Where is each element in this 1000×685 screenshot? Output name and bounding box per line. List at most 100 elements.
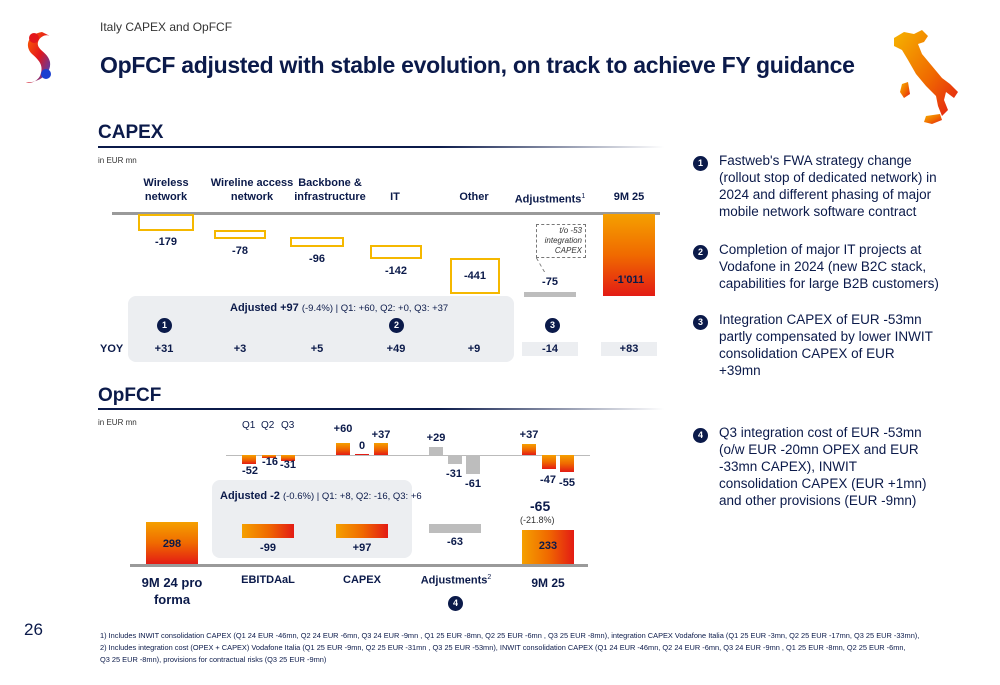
opfcf-label-9m24: 298: [162, 538, 182, 550]
opfcf-axis: [130, 564, 588, 567]
footnote-1: 1) Includes INWIT consolidation CAPEX (Q…: [100, 631, 920, 640]
opfcf-capex-q1-label: +60: [333, 423, 353, 435]
capex-col-other: Other: [459, 191, 489, 203]
capex-bar-other: [450, 258, 500, 294]
opfcf-9m25-q3-label: -55: [559, 477, 575, 489]
opfcf-cat-adjustments: Adjustments2: [420, 574, 492, 587]
capex-col-wireline: Wireline access network: [210, 177, 294, 203]
footnote-2: 2) Includes integration cost (OPEX + CAP…: [100, 643, 906, 652]
opfcf-bar-ebitdaal: [242, 524, 294, 538]
capex-col-adjustments: Adjustments1: [514, 193, 586, 206]
opfcf-9m25-q1-bar: [522, 444, 536, 455]
opfcf-label-adjustments: -63: [447, 536, 463, 548]
opfcf-adjustments-q3-bar: [466, 455, 480, 474]
opfcf-9m25-q2-bar: [542, 455, 556, 469]
commentary-item-3: Integration CAPEX of EUR -53mn partly co…: [719, 312, 933, 378]
opfcf-ebitdaal-q1-label: -52: [242, 465, 258, 477]
opfcf-ebitdaal-q3-bar: [281, 455, 295, 461]
capex-bar-wireline: [214, 230, 266, 239]
capex-note-circle-2: 2: [389, 318, 404, 333]
capex-yoy-adjustments: -14: [522, 342, 578, 356]
capex-bar-9m25: [603, 214, 655, 296]
opfcf-adjustments-q2-bar: [448, 455, 462, 464]
capex-col-backbone: Backbone & infrastructure: [294, 177, 366, 203]
capex-label-backbone: -96: [309, 253, 325, 265]
capex-col-it: IT: [390, 191, 400, 203]
opfcf-section-title: OpFCF: [98, 385, 162, 406]
opfcf-bar-adjustments: [429, 524, 481, 533]
opfcf-q3-header: Q3: [281, 420, 295, 431]
opfcf-capex-q3-bar: [374, 443, 388, 455]
opfcf-cat-capex: CAPEX: [343, 574, 381, 586]
capex-note-pointer: [535, 258, 560, 272]
company-logo: [14, 28, 64, 88]
capex-note-circle-1: 1: [157, 318, 172, 333]
opfcf-note-circle-4: 4: [448, 596, 463, 611]
capex-label-9m25: -1'011: [613, 274, 645, 286]
opfcf-capex-q2-bar: [355, 454, 369, 455]
capex-yoy-other: +9: [446, 342, 502, 356]
page-number: 26: [24, 620, 43, 639]
opfcf-ebitdaal-q1-bar: [242, 455, 256, 464]
opfcf-section-rule: [98, 408, 664, 410]
opfcf-unit: in EUR mn: [98, 418, 137, 427]
capex-label-wireless: -179: [154, 236, 178, 248]
commentary-item-1: Fastweb's FWA strategy change (rollout s…: [719, 153, 937, 219]
commentary-item-4: Q3 integration cost of EUR -53mn (o/w EU…: [719, 425, 927, 508]
capex-yoy-it: +49: [368, 342, 424, 356]
capex-adjusted-text: Adjusted +97 (-9.4%) | Q1: +60, Q2: +0, …: [230, 302, 449, 314]
opfcf-delta-total: -65: [530, 498, 551, 514]
opfcf-delta-pct: (-21.8%): [520, 515, 555, 525]
opfcf-adjustments-q1-bar: [429, 447, 443, 455]
opfcf-bar-9m24: [146, 522, 198, 564]
capex-bar-wireless: [138, 214, 194, 231]
commentary-item-2: Completion of major IT projects at Vodaf…: [719, 242, 939, 291]
opfcf-q2-header: Q2: [261, 420, 275, 431]
opfcf-label-capex: +97: [352, 542, 372, 554]
opfcf-quarter-axis: [226, 455, 590, 456]
commentary-number-3: 3: [693, 315, 708, 330]
opfcf-adjustments-q3-label: -61: [465, 478, 481, 490]
commentary-number-4: 4: [693, 428, 708, 443]
opfcf-9m25-q3-bar: [560, 455, 574, 472]
capex-col-wireless: Wireless network: [143, 177, 189, 203]
opfcf-ebitdaal-q2-label: -16: [262, 456, 278, 468]
opfcf-bar-9m25: [522, 530, 574, 564]
capex-yoy-backbone: +5: [289, 342, 345, 356]
opfcf-adjustments-q2-label: -31: [446, 468, 462, 480]
commentary-number-1: 1: [693, 156, 708, 171]
opfcf-bar-capex: [336, 524, 388, 538]
opfcf-9m25-q1-label: +37: [519, 429, 539, 441]
opfcf-cat-9m25: 9M 25: [531, 576, 565, 590]
opfcf-adjusted-box: [212, 480, 412, 558]
capex-yoy-wireline: +3: [212, 342, 268, 356]
capex-bar-backbone: [290, 237, 344, 247]
capex-yoy-label: YOY: [100, 343, 124, 355]
opfcf-capex-q1-bar: [336, 443, 350, 455]
capex-axis: [112, 212, 660, 215]
opfcf-q1-header: Q1: [242, 420, 256, 431]
footnote-3: Q3 25 EUR -8mn), provisions for contract…: [100, 655, 327, 664]
opfcf-label-ebitdaal: -99: [260, 542, 276, 554]
page-title: OpFCF adjusted with stable evolution, on…: [100, 52, 855, 78]
capex-label-wireline: -78: [232, 245, 248, 257]
opfcf-ebitdaal-q2-bar: [262, 455, 276, 458]
capex-section-title: CAPEX: [98, 122, 164, 143]
capex-section-rule: [98, 146, 664, 148]
opfcf-capex-q3-label: +37: [371, 429, 391, 441]
opfcf-adjusted-text: Adjusted -2 (-0.6%) | Q1: +8, Q2: -16, Q…: [220, 490, 422, 502]
capex-unit: in EUR mn: [98, 156, 137, 165]
opfcf-9m25-q2-label: -47: [540, 474, 556, 486]
capex-yoy-wireless: +31: [136, 342, 192, 356]
capex-label-other: -441: [463, 270, 487, 282]
capex-yoy-9m25: +83: [601, 342, 657, 356]
opfcf-label-9m25: 233: [538, 540, 558, 552]
capex-label-it: -142: [384, 265, 408, 277]
capex-integration-note: t/o -53 integration CAPEX: [536, 224, 586, 258]
capex-bar-it: [370, 245, 422, 259]
capex-col-9m25: 9M 25: [613, 191, 645, 203]
capex-bar-adjustments: [524, 292, 576, 297]
italy-map-icon: [888, 26, 960, 126]
capex-label-adjustments: -75: [542, 276, 558, 288]
opfcf-adjustments-q1-label: +29: [426, 432, 446, 444]
